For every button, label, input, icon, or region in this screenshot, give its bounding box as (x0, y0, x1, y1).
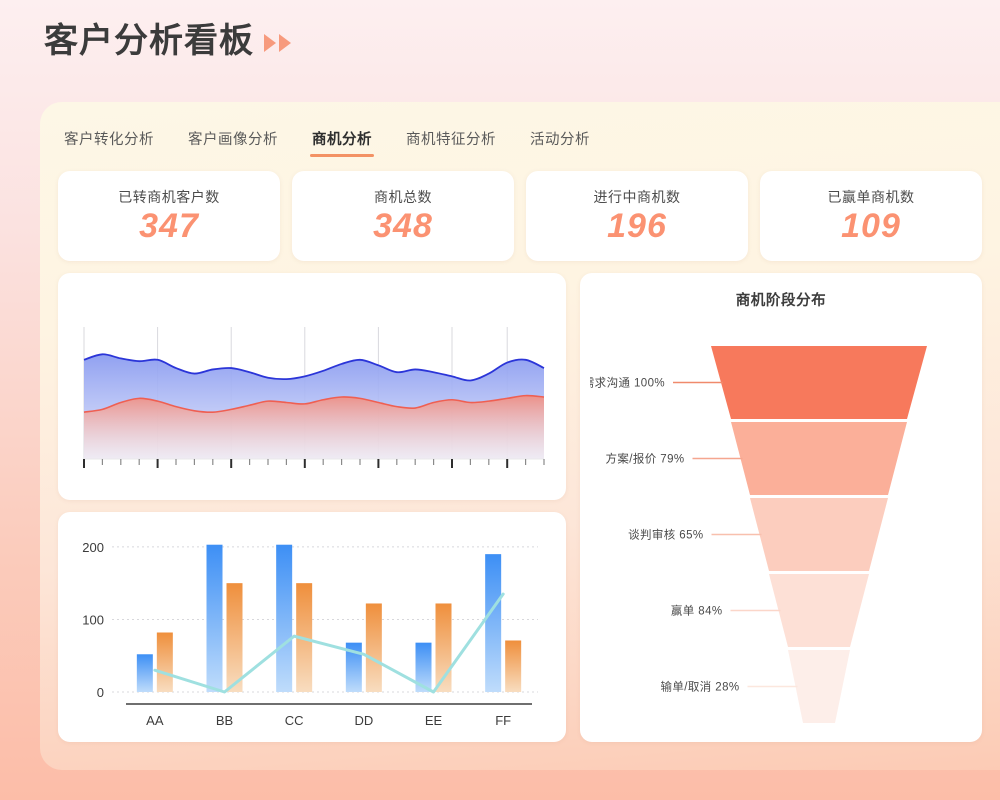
funnel-chart-title: 商机阶段分布 (735, 293, 827, 309)
bar-chart-card[interactable]: 0 100 200 AA BB CC DD EE FF (58, 512, 566, 742)
right-column: 商机阶段分布 需求沟通 100% 方案/报价 79% 谈判审核 65% 赢单 84% 输… (580, 273, 982, 742)
svg-text:AA: AA (146, 713, 164, 728)
dashboard-panel: 客户转化分析 客户画像分析 商机分析 商机特征分析 活动分析 已转商机客户数 3… (40, 102, 1000, 770)
kpi-card-converted-customers[interactable]: 已转商机客户数 347 (58, 171, 280, 261)
tab-customer-profile[interactable]: 客户画像分析 (188, 132, 278, 148)
tab-opportunity-features[interactable]: 商机特征分析 (406, 132, 496, 148)
svg-text:BB: BB (216, 713, 233, 728)
bar-chart: 0 100 200 AA BB CC DD EE FF (82, 540, 538, 728)
area-chart-card[interactable] (58, 273, 566, 500)
svg-text:FF: FF (495, 713, 511, 728)
funnel-stage-label: 需求沟通 100% (590, 377, 665, 390)
kpi-card-ongoing-opportunities[interactable]: 进行中商机数 196 (526, 171, 748, 261)
funnel-stage-label: 输单/取消 28% (660, 680, 739, 694)
double-triangle-right-icon (264, 33, 291, 52)
area-chart (83, 327, 545, 468)
kpi-value: 348 (373, 207, 433, 246)
funnel-chart-card[interactable]: 商机阶段分布 需求沟通 100% 方案/报价 79% 谈判审核 65% 赢单 84% 输… (580, 273, 982, 742)
kpi-value: 109 (841, 207, 901, 246)
tab-campaign-analysis[interactable]: 活动分析 (530, 132, 590, 148)
svg-text:EE: EE (425, 713, 443, 728)
kpi-label: 进行中商机数 (593, 189, 681, 206)
triangle-right-icon (264, 33, 276, 52)
funnel-stage-label: 方案/报价 79% (605, 452, 684, 466)
funnel-stage-label: 赢单 84% (671, 604, 723, 618)
kpi-label: 已转商机客户数 (118, 189, 220, 206)
tab-bar: 客户转化分析 客户画像分析 商机分析 商机特征分析 活动分析 (40, 102, 1000, 159)
kpi-card-won-opportunities[interactable]: 已赢单商机数 109 (760, 171, 982, 261)
kpi-card-total-opportunities[interactable]: 商机总数 348 (292, 171, 514, 261)
tab-customer-conversion[interactable]: 客户转化分析 (64, 132, 154, 148)
charts-area: 0 100 200 AA BB CC DD EE FF 商机阶段分布 需求沟通 100% 方案/报… (40, 261, 1000, 742)
page-header: 客户分析看板 (44, 24, 291, 58)
kpi-row: 已转商机客户数 347 商机总数 348 进行中商机数 196 已赢单商机数 1… (40, 159, 1000, 261)
kpi-label: 商机总数 (374, 189, 432, 206)
svg-text:0: 0 (97, 685, 104, 700)
svg-text:CC: CC (285, 713, 304, 728)
triangle-right-icon (279, 33, 291, 52)
tab-opportunity-analysis[interactable]: 商机分析 (310, 124, 374, 159)
left-column: 0 100 200 AA BB CC DD EE FF (58, 273, 566, 742)
kpi-value: 196 (607, 207, 667, 246)
page-title: 客户分析看板 (44, 22, 254, 60)
kpi-label: 已赢单商机数 (827, 189, 915, 206)
funnel-chart: 需求沟通 100% 方案/报价 79% 谈判审核 65% 赢单 84% 输单/取消 28… (590, 346, 927, 723)
kpi-value: 347 (139, 207, 199, 246)
svg-text:100: 100 (82, 612, 104, 627)
svg-text:DD: DD (354, 713, 373, 728)
svg-text:200: 200 (82, 540, 104, 555)
funnel-stage-label: 谈判审核 65% (628, 528, 703, 542)
